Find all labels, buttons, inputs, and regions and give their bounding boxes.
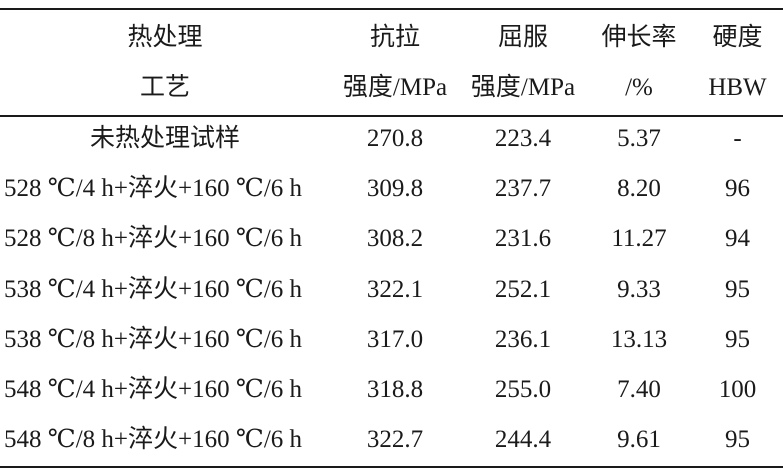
header-yield-line2: 强度/MPa xyxy=(470,74,576,101)
table-row: 538 ℃/4 h+淬火+160 ℃/6 h 322.1 252.1 9.33 … xyxy=(0,274,783,324)
cell-yield: 244.4 xyxy=(494,426,552,453)
cell-hardness: 95 xyxy=(725,276,750,303)
cell-elongation: 5.37 xyxy=(617,125,661,152)
cell-elongation: 9.33 xyxy=(617,276,661,303)
header-process-line2: 工艺 xyxy=(139,74,190,101)
cell-yield: 236.1 xyxy=(494,326,552,353)
cell-hardness: 95 xyxy=(725,426,750,453)
cell-hardness: 95 xyxy=(725,326,750,353)
header-process-line1: 热处理 xyxy=(127,24,203,51)
cell-hardness: 96 xyxy=(725,175,750,202)
cell-yield: 237.7 xyxy=(494,175,552,202)
cell-process: 528 ℃/8 h+淬火+160 ℃/6 h xyxy=(4,225,303,252)
table-row: 538 ℃/8 h+淬火+160 ℃/6 h 317.0 236.1 13.13… xyxy=(0,324,783,374)
cell-elongation: 8.20 xyxy=(617,175,661,202)
cell-elongation: 7.40 xyxy=(617,376,661,403)
table-top-rule xyxy=(0,8,783,10)
header-yield-line1: 屈服 xyxy=(497,24,548,51)
cell-process: 548 ℃/4 h+淬火+160 ℃/6 h xyxy=(4,376,303,403)
cell-tensile: 317.0 xyxy=(366,326,424,353)
cell-yield: 252.1 xyxy=(494,276,552,303)
cell-tensile: 270.8 xyxy=(366,125,424,152)
cell-tensile: 322.7 xyxy=(366,426,424,453)
cell-process: 538 ℃/8 h+淬火+160 ℃/6 h xyxy=(4,326,303,353)
cell-process: 548 ℃/8 h+淬火+160 ℃/6 h xyxy=(4,426,303,453)
cell-tensile: 309.8 xyxy=(366,175,424,202)
table-bottom-rule xyxy=(0,466,783,468)
cell-tensile: 318.8 xyxy=(366,376,424,403)
cell-hardness: 94 xyxy=(725,225,750,252)
header-hardness-line1: 硬度 xyxy=(712,24,763,51)
cell-elongation: 13.13 xyxy=(610,326,668,353)
cell-yield: 223.4 xyxy=(494,125,552,152)
table-header-rule xyxy=(0,115,783,117)
cell-hardness: - xyxy=(733,125,742,152)
cell-tensile: 322.1 xyxy=(366,276,424,303)
header-elongation-line2: /% xyxy=(625,74,653,101)
header-elongation-line1: 伸长率 xyxy=(601,24,677,51)
header-tensile-line1: 抗拉 xyxy=(369,24,420,51)
table-row: 548 ℃/4 h+淬火+160 ℃/6 h 318.8 255.0 7.40 … xyxy=(0,374,783,424)
cell-yield: 255.0 xyxy=(494,376,552,403)
cell-process: 528 ℃/4 h+淬火+160 ℃/6 h xyxy=(4,175,303,202)
cell-elongation: 11.27 xyxy=(611,225,667,252)
cell-yield: 231.6 xyxy=(494,225,552,252)
table-row: 528 ℃/4 h+淬火+160 ℃/6 h 309.8 237.7 8.20 … xyxy=(0,173,783,223)
cell-hardness: 100 xyxy=(718,376,757,403)
cell-tensile: 308.2 xyxy=(366,225,424,252)
header-tensile-line2: 强度/MPa xyxy=(342,74,448,101)
table-row: 528 ℃/8 h+淬火+160 ℃/6 h 308.2 231.6 11.27… xyxy=(0,223,783,273)
cell-process: 未热处理试样 xyxy=(89,125,240,152)
cell-process: 538 ℃/4 h+淬火+160 ℃/6 h xyxy=(4,276,303,303)
table-row: 548 ℃/8 h+淬火+160 ℃/6 h 322.7 244.4 9.61 … xyxy=(0,424,783,474)
table-row: 未热处理试样 270.8 223.4 5.37 - xyxy=(0,123,783,173)
header-hardness-line2: HBW xyxy=(708,74,767,101)
cell-elongation: 9.61 xyxy=(617,426,661,453)
